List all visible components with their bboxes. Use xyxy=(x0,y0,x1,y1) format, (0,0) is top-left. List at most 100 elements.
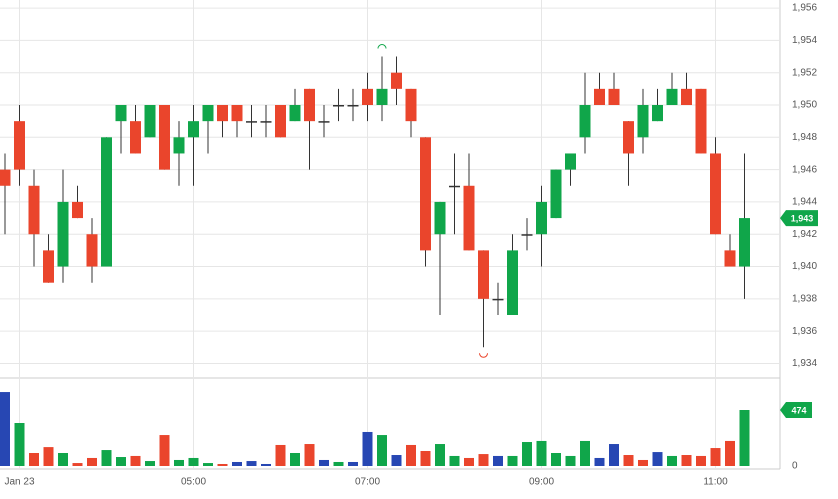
last-price-badge xyxy=(780,210,818,227)
volume-bar xyxy=(159,435,170,466)
candle-body xyxy=(101,137,112,267)
x-tick-label: 05:00 xyxy=(181,477,206,488)
volume-bar xyxy=(87,457,97,466)
volume-bar xyxy=(449,455,460,466)
volume-bar xyxy=(232,461,242,466)
y-tick-label: 1,942 xyxy=(792,229,817,240)
candle-body xyxy=(434,201,446,235)
volume-bar xyxy=(130,455,141,466)
candle-body xyxy=(57,201,69,267)
candle-body xyxy=(579,105,591,138)
volume-bar xyxy=(507,455,518,466)
candle-body xyxy=(565,153,576,170)
y-tick-label: 1,954 xyxy=(792,35,817,46)
candle-body xyxy=(521,234,533,236)
volume-bar xyxy=(290,453,300,466)
volume-bar xyxy=(464,457,474,466)
volume-bar xyxy=(594,457,605,466)
volume-bar xyxy=(696,455,706,466)
y-tick-label: 1,952 xyxy=(792,67,817,78)
volume-bar xyxy=(14,423,25,466)
candle-body xyxy=(507,250,518,315)
candle-body xyxy=(275,105,286,138)
volume-bar xyxy=(435,444,445,466)
volume-bar xyxy=(725,440,735,466)
candle-body xyxy=(376,88,388,105)
candle-body xyxy=(492,298,504,301)
last-price-label: 1,943 xyxy=(791,213,814,223)
x-tick-label: 11:00 xyxy=(703,477,728,488)
y-tick-label: 1,936 xyxy=(792,326,817,337)
x-tick-label: 07:00 xyxy=(355,477,380,488)
candle-body xyxy=(536,201,547,235)
volume-bar xyxy=(681,455,692,466)
volume-bar xyxy=(406,444,416,466)
candle-body xyxy=(188,121,199,138)
y-tick-label: 1,934 xyxy=(792,358,817,369)
volume-bar xyxy=(72,463,83,466)
volume-bar xyxy=(116,457,126,466)
volume-bar xyxy=(551,453,561,466)
volume-bar xyxy=(145,461,155,466)
candle-body xyxy=(173,137,185,154)
candle-body xyxy=(72,201,83,219)
volume-bar xyxy=(261,463,271,466)
candle-body xyxy=(681,88,692,105)
candle-body xyxy=(666,88,678,105)
candle-body xyxy=(202,105,214,122)
candle-body xyxy=(724,250,736,267)
volume-bar xyxy=(0,392,10,466)
volume-bar xyxy=(739,410,750,466)
volume-bar xyxy=(304,444,315,466)
y-tick-label: 1,938 xyxy=(792,293,817,304)
volume-bar xyxy=(667,455,677,466)
y-tick-label: 1,946 xyxy=(792,164,817,175)
candle-body xyxy=(347,105,359,107)
candle-body xyxy=(289,105,301,122)
candle-body xyxy=(594,88,605,105)
candle-body xyxy=(405,88,417,122)
high-marker xyxy=(377,44,387,49)
candle-body xyxy=(43,250,54,283)
volume-tick-label: 0 xyxy=(792,461,798,472)
volume-bar xyxy=(565,455,576,466)
candle-body xyxy=(0,169,11,186)
candle-body xyxy=(115,105,127,122)
last-volume-badge xyxy=(780,402,812,419)
candle-body xyxy=(710,153,721,235)
candle-body xyxy=(28,185,40,235)
volume-bar xyxy=(203,463,213,466)
volume-bar xyxy=(638,459,648,466)
y-tick-label: 1,956 xyxy=(792,3,817,14)
volume-bar xyxy=(623,455,634,466)
volume-bar xyxy=(101,450,112,466)
candle-body xyxy=(637,105,649,138)
volume-bar xyxy=(609,444,619,466)
volume-bar xyxy=(420,450,431,466)
volume-bar xyxy=(522,442,532,466)
candle-body xyxy=(260,121,272,123)
volume-bar xyxy=(348,461,358,466)
volume-bar xyxy=(536,440,547,466)
volume-bar xyxy=(217,463,228,466)
volume-bar xyxy=(29,453,39,466)
volume-bar xyxy=(58,453,68,466)
candle-body xyxy=(478,250,489,299)
candle-body xyxy=(86,234,98,267)
volume-bar xyxy=(493,455,503,466)
y-tick-label: 1,948 xyxy=(792,132,817,143)
candle-body xyxy=(246,121,257,123)
candle-body xyxy=(652,105,663,122)
candle-body xyxy=(623,121,634,154)
volume-bar xyxy=(652,452,663,466)
volume-bar xyxy=(580,440,590,466)
candle-body xyxy=(362,88,373,105)
volume-bar xyxy=(391,455,402,466)
y-tick-label: 1,950 xyxy=(792,100,817,111)
candle-body xyxy=(463,185,475,251)
volume-bar xyxy=(710,448,721,466)
candle-body xyxy=(333,105,344,107)
candle-body xyxy=(304,88,315,122)
